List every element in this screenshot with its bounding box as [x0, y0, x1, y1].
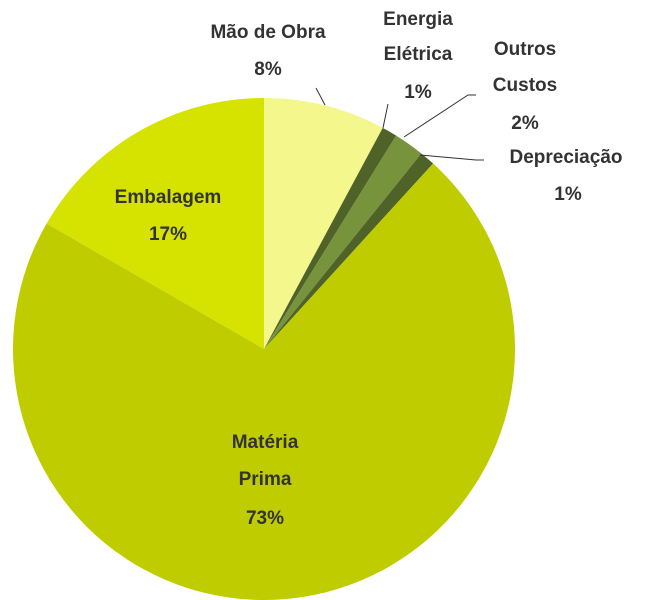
label-line: Mão de Obra	[210, 22, 326, 43]
slice-label: Matéria Prima	[232, 432, 299, 490]
value-label: 73%	[246, 508, 284, 529]
label-line: Matéria	[232, 432, 299, 453]
leader-line	[315, 87, 326, 106]
label-line: Prima	[239, 469, 292, 490]
value-label: 8%	[254, 59, 282, 80]
pie-slice	[264, 127, 397, 349]
pie-slice	[264, 153, 434, 349]
label-line: Outros	[494, 39, 556, 60]
label-line: Embalagem	[115, 187, 222, 208]
leader-line	[419, 154, 484, 161]
slice-label: Depreciação	[509, 147, 622, 168]
pie-slice	[12, 163, 515, 600]
leader-line	[403, 94, 476, 138]
value-label: 1%	[554, 184, 582, 205]
leader-line	[382, 103, 389, 129]
value-label: 1%	[404, 82, 432, 103]
slice-label: Embalagem	[115, 187, 222, 208]
slice-label: Mão de Obra	[210, 22, 326, 43]
label-line: Energia	[383, 9, 453, 30]
slice-label: Outros Custos	[493, 39, 557, 96]
label-line: Custos	[493, 75, 557, 96]
pie-slice	[264, 98, 383, 349]
slice-label: Energia Elétrica	[383, 9, 453, 65]
value-label: 2%	[511, 113, 539, 134]
label-line: Elétrica	[384, 44, 453, 65]
label-line: Depreciação	[509, 147, 622, 168]
pie-slice	[264, 135, 422, 349]
value-label: 17%	[149, 224, 187, 245]
pie-slice	[46, 98, 264, 349]
